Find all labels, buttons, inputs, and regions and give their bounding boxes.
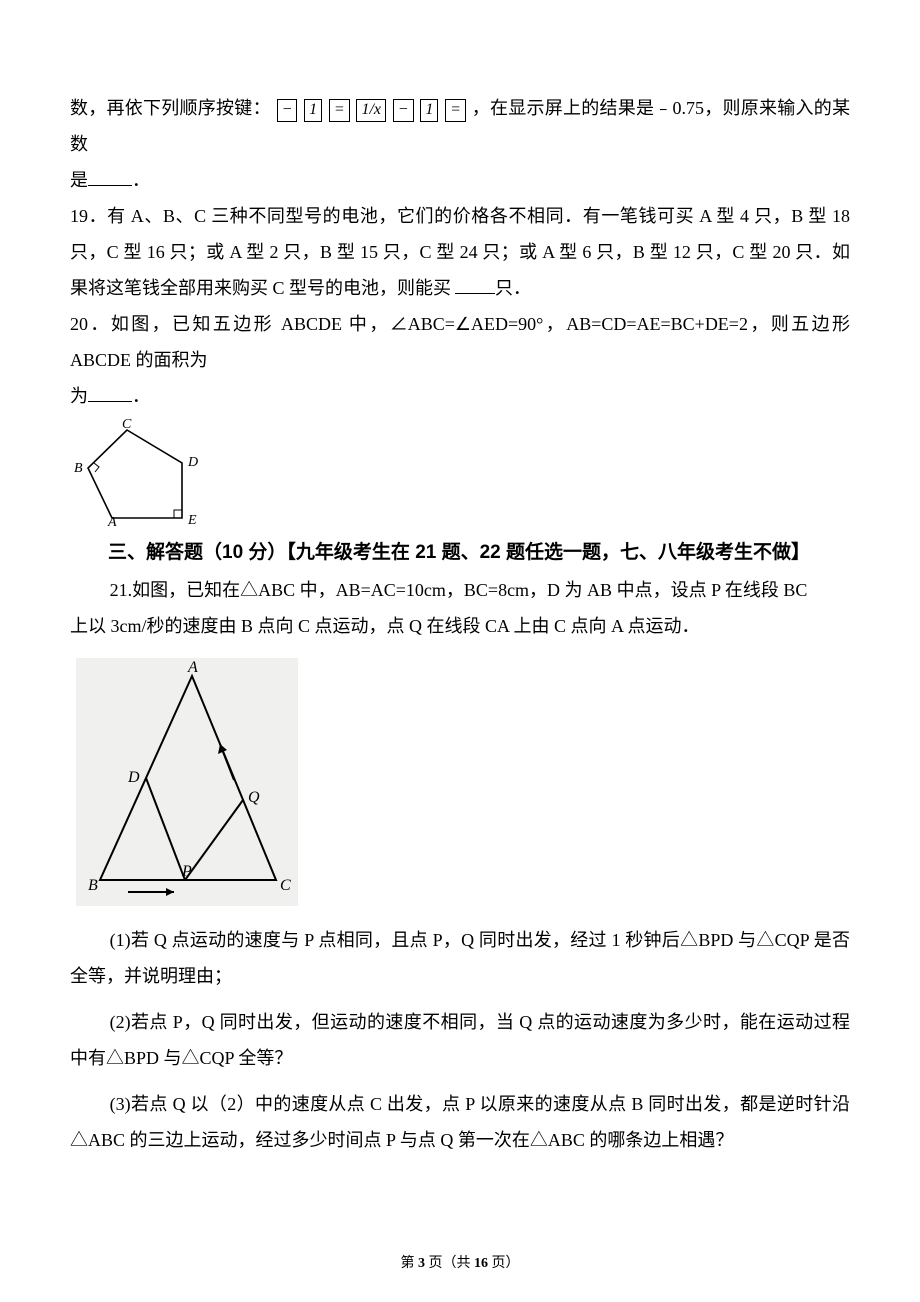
page: 数，再依下列顺序按键： − 1 = 1/x − 1 = ，在显示屏上的结果是﹣0… [0,0,920,1302]
footer-page: 3 [418,1256,425,1271]
footer-mid: 页（共 [425,1256,474,1271]
q19: 19．有 A、B、C 三种不同型号的电池，它们的价格各不相同．有一笔钱可买 A … [70,198,850,306]
label-A: A [107,515,117,528]
label-E: E [187,513,197,528]
q21-text-a: 如图，已知在△ABC 中，AB=AC=10cm，BC=8cm，D 为 AB 中点… [132,580,807,600]
q20-wei: 为 [70,386,88,406]
key-1: 1 [304,99,322,122]
label-C: C [122,418,132,432]
q18-blank [88,168,132,186]
q18-text-a: 数，再依下列顺序按键： [70,98,271,118]
footer-suffix: 页） [488,1256,520,1271]
q19-tail: 只． [495,278,531,298]
label-D: D [187,455,198,470]
q21-intro-a: 21.如图，已知在△ABC 中，AB=AC=10cm，BC=8cm，D 为 AB… [70,572,850,608]
q19-label: 19． [70,206,107,226]
label-A2: A [187,659,198,676]
key-2: = [329,99,350,122]
q20-body: 如图，已知五边形 ABCDE 中，∠ABC=∠AED=90°，AB=CD=AE=… [70,314,850,370]
right-angle-b-icon [94,463,99,472]
q21-figure: A B C D P Q [70,652,305,912]
pentagon [88,430,182,518]
label-P: P [181,863,192,880]
label-B2: B [88,877,98,894]
q20-blank [88,384,132,402]
q20-line2: 为． [70,378,850,414]
key-0: − [277,99,298,122]
q21-p3: (3)若点 Q 以（2）中的速度从点 C 出发，点 P 以原来的速度从点 B 同… [70,1086,850,1158]
label-Q: Q [248,789,260,806]
q18-text-d: ． [132,170,150,190]
q21-label: 21. [110,580,133,600]
key-3: 1/x [356,99,386,122]
page-footer: 第 3 页（共 16 页） [0,1252,920,1272]
q21-intro-b: 上以 3cm/秒的速度由 B 点向 C 点运动，点 Q 在线段 CA 上由 C … [70,608,850,644]
right-angle-e-icon [174,510,182,518]
q21-p2: (2)若点 P，Q 同时出发，但运动的速度不相同，当 Q 点的运动速度为多少时，… [70,1004,850,1076]
q20-tail: ． [132,386,150,406]
q20: 20．如图，已知五边形 ABCDE 中，∠ABC=∠AED=90°，AB=CD=… [70,306,850,378]
label-D2: D [127,769,140,786]
q18-line1: 数，再依下列顺序按键： − 1 = 1/x − 1 = ，在显示屏上的结果是﹣0… [70,90,850,162]
footer-total: 16 [474,1256,488,1271]
section3-title: 三、解答题（10 分）【九年级考生在 21 题、22 题任选一题，七、八年级考生… [70,534,850,572]
q20-figure: A B C D E [70,418,220,528]
q21-p1: (1)若 Q 点运动的速度与 P 点相同，且点 P，Q 同时出发，经过 1 秒钟… [70,922,850,994]
q20-label: 20． [70,314,111,334]
q18-text-c: 是 [70,170,88,190]
key-5: 1 [420,99,438,122]
label-C2: C [280,877,291,894]
key-4: − [393,99,414,122]
q19-blank [455,276,495,294]
label-B: B [74,461,83,476]
footer-prefix: 第 [401,1256,419,1271]
q18-line2: 是． [70,162,850,198]
key-6: = [445,99,466,122]
